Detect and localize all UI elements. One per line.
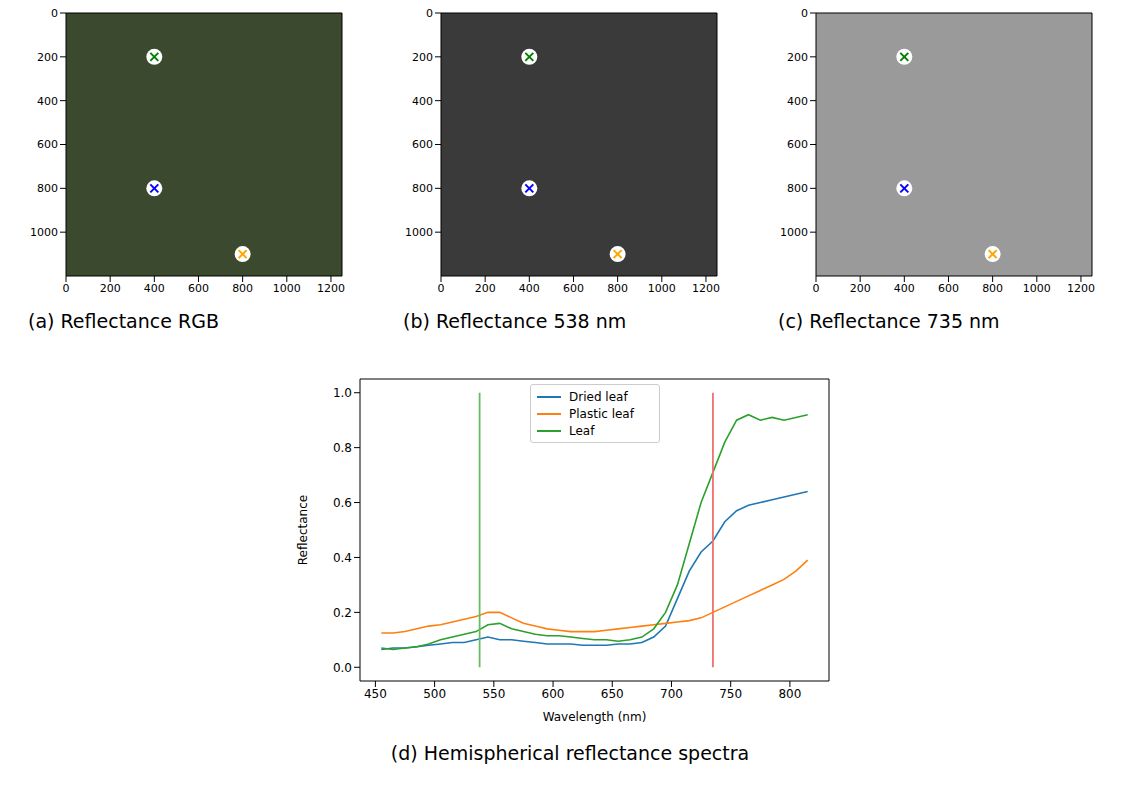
svg-text:400: 400 <box>787 95 808 108</box>
svg-text:0.2: 0.2 <box>333 606 352 620</box>
html-text:Leaf: Leaf <box>569 423 595 438</box>
svg-text:200: 200 <box>850 282 871 295</box>
svg-text:0: 0 <box>63 282 70 295</box>
svg-text:200: 200 <box>475 282 496 295</box>
html-text:Plastic leaf: Plastic leaf <box>569 406 634 421</box>
svg-text:650: 650 <box>601 687 624 701</box>
html-text:(a) Reflectance RGB: (a) Reflectance RGB <box>28 310 219 332</box>
svg-text:1000: 1000 <box>30 226 58 239</box>
svg-text:200: 200 <box>100 282 121 295</box>
svg-text:600: 600 <box>563 282 584 295</box>
svg-text:1000: 1000 <box>780 226 808 239</box>
svg-text:500: 500 <box>423 687 446 701</box>
svg-text:800: 800 <box>412 182 433 195</box>
svg-text:0: 0 <box>426 7 433 20</box>
svg-text:600: 600 <box>542 687 565 701</box>
svg-text:0.6: 0.6 <box>333 496 352 510</box>
html-text:(c) Reflectance 735 nm: (c) Reflectance 735 nm <box>778 310 1000 332</box>
svg-text:450: 450 <box>364 687 387 701</box>
svg-text:200: 200 <box>412 51 433 64</box>
svg-text:0: 0 <box>438 282 445 295</box>
svg-text:800: 800 <box>982 282 1003 295</box>
svg-text:200: 200 <box>787 51 808 64</box>
svg-text:600: 600 <box>37 138 58 151</box>
svg-text:Wavelength (nm): Wavelength (nm) <box>543 710 647 724</box>
svg-text:0.0: 0.0 <box>333 661 352 675</box>
svg-text:1200: 1200 <box>692 282 720 295</box>
svg-text:1000: 1000 <box>1023 282 1051 295</box>
svg-text:600: 600 <box>938 282 959 295</box>
svg-text:0: 0 <box>51 7 58 20</box>
svg-text:1200: 1200 <box>1067 282 1095 295</box>
svg-text:0.4: 0.4 <box>333 551 352 565</box>
svg-text:Reflectance: Reflectance <box>296 495 310 565</box>
svg-text:400: 400 <box>37 95 58 108</box>
svg-text:700: 700 <box>660 687 683 701</box>
svg-text:750: 750 <box>719 687 742 701</box>
html-text:(d) Hemispherical reflectance: (d) Hemispherical reflectance spectra <box>390 742 750 764</box>
svg-text:400: 400 <box>412 95 433 108</box>
svg-text:1.0: 1.0 <box>333 386 352 400</box>
svg-text:800: 800 <box>607 282 628 295</box>
svg-text:800: 800 <box>778 687 801 701</box>
svg-text:800: 800 <box>787 182 808 195</box>
svg-text:400: 400 <box>144 282 165 295</box>
svg-text:400: 400 <box>519 282 540 295</box>
html-text:Dried leaf: Dried leaf <box>569 389 628 404</box>
svg-text:550: 550 <box>482 687 505 701</box>
svg-text:0: 0 <box>813 282 820 295</box>
svg-text:0: 0 <box>801 7 808 20</box>
svg-text:0.8: 0.8 <box>333 441 352 455</box>
svg-text:600: 600 <box>412 138 433 151</box>
svg-text:800: 800 <box>232 282 253 295</box>
svg-text:1000: 1000 <box>273 282 301 295</box>
svg-text:400: 400 <box>894 282 915 295</box>
svg-text:1000: 1000 <box>648 282 676 295</box>
html-text:(b) Reflectance 538 nm: (b) Reflectance 538 nm <box>403 310 627 332</box>
svg-text:600: 600 <box>787 138 808 151</box>
svg-text:800: 800 <box>37 182 58 195</box>
svg-text:1200: 1200 <box>317 282 345 295</box>
svg-text:200: 200 <box>37 51 58 64</box>
svg-text:1000: 1000 <box>405 226 433 239</box>
svg-text:600: 600 <box>188 282 209 295</box>
